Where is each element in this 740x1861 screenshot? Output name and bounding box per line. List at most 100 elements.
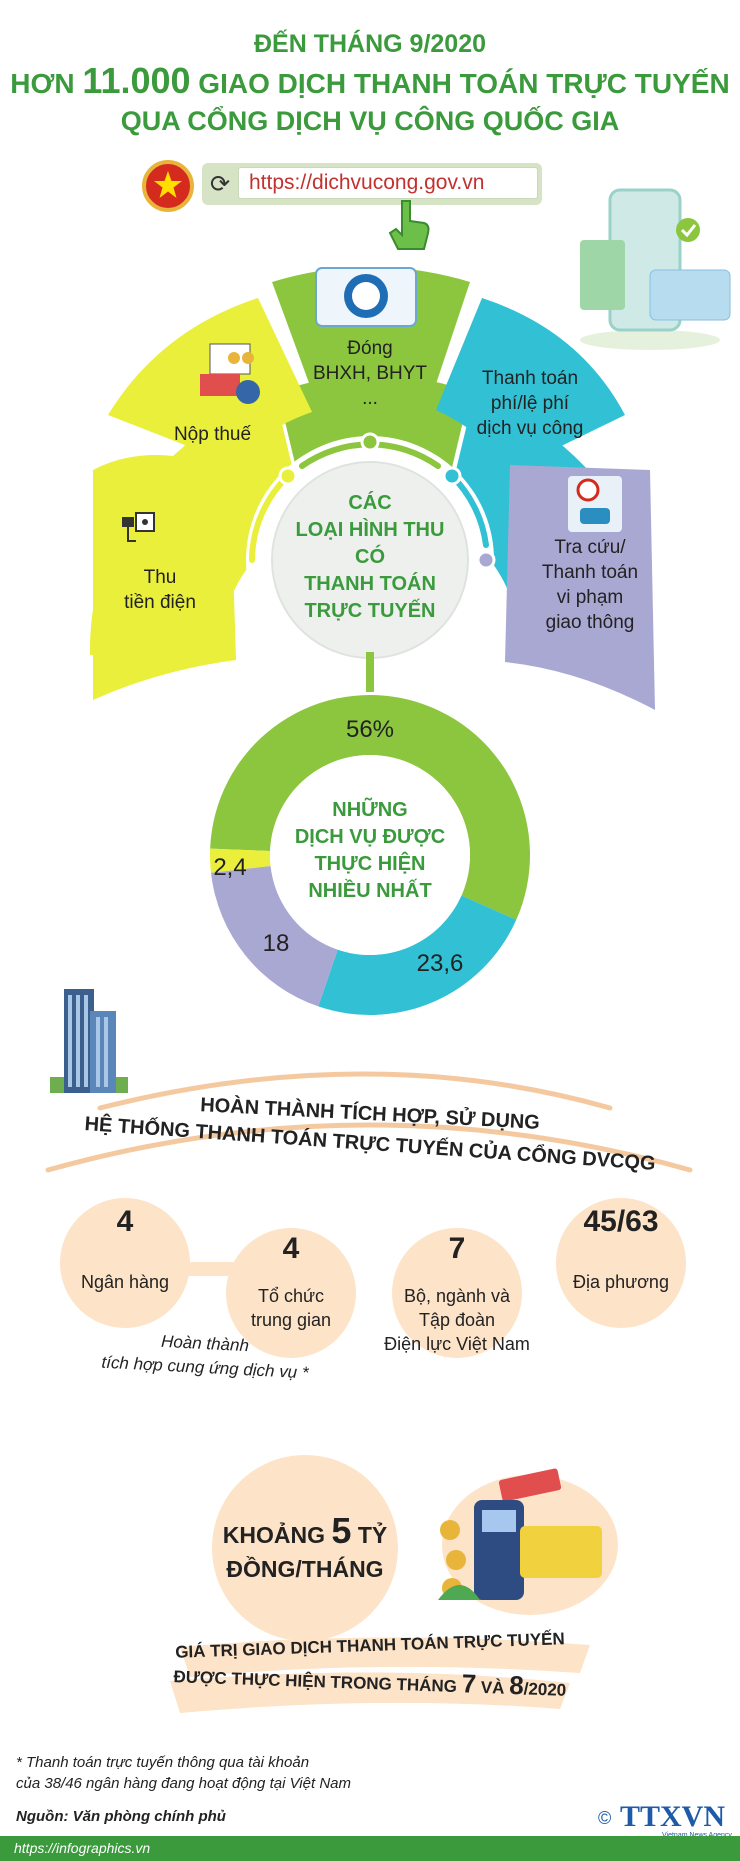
stat-number-ministries: 7 (448, 1232, 466, 1265)
stat-circle-intermediaries (226, 1228, 356, 1358)
label-line: ... (362, 388, 378, 409)
circle-connector (180, 1262, 240, 1276)
center-title-line: LOẠI HÌNH THU (295, 519, 445, 541)
bhxh-logo-icon (315, 267, 417, 327)
refresh-icon: ⟳ (209, 171, 231, 198)
headline-date: ĐẾN THÁNG 9/2020 (253, 30, 487, 58)
label-dien: Thu tiền điện (95, 565, 225, 615)
stat-number-intermediaries: 4 (282, 1232, 300, 1265)
value-amount: KHOẢNG 5 TỶ (212, 1510, 398, 1552)
center-title-line: THANH TOÁN (304, 573, 436, 595)
label-line: vi phạm (556, 587, 624, 608)
headline-prefix: HƠN (10, 68, 83, 99)
stats-note: Hoàn thành tích hợp cung ứng dịch vụ * (80, 1332, 330, 1383)
label-line: dịch vụ công (476, 418, 584, 439)
stat-label-line: Tổ chức (257, 1286, 325, 1306)
power-plug-icon (122, 512, 155, 542)
label-line: Đóng (347, 338, 393, 359)
value-unit: TỶ (351, 1522, 388, 1548)
national-emblem-icon (142, 160, 194, 212)
slice-label-lavender: 18 (262, 930, 290, 957)
caption-and: VÀ (475, 1677, 510, 1698)
label-line: BHXH, BHYT (312, 363, 428, 384)
phone-card-illustration (580, 188, 731, 350)
pointer-hand-icon (388, 200, 430, 250)
donut-title-line: NHIỀU NHẤT (308, 880, 432, 902)
footnote: * Thanh toán trực tuyến thông qua tài kh… (16, 1752, 516, 1794)
footer-bar: https://infographics.vn (0, 1836, 740, 1861)
label-line: Thu (143, 567, 177, 588)
value-circle (212, 1455, 398, 1641)
stat-label-line: Tập đoàn (418, 1310, 496, 1330)
value-number: 5 (331, 1510, 352, 1551)
donut-title-line: NHỮNG (332, 799, 408, 821)
headline-number: 11.000 (82, 60, 191, 101)
center-title-line: CÁC (348, 492, 392, 514)
label-line: tiền điện (124, 592, 196, 613)
slice-label-yellow: 2,4 (213, 854, 247, 881)
payment-terminal-illustration (438, 1468, 618, 1615)
slice-label-teal: 23,6 (416, 950, 464, 977)
donut-title: NHỮNG DỊCH VỤ ĐƯỢC THỰC HIỆN NHIỀU NHẤT (282, 797, 458, 905)
traffic-violation-icon (568, 476, 622, 532)
stat-circle-ministries (392, 1228, 522, 1358)
donut-slice-2 (210, 866, 338, 1007)
connector-stem (366, 652, 374, 692)
label-line: giao thông (545, 612, 635, 633)
center-title-line: CÓ (355, 546, 385, 568)
label-giaothong: Tra cứu/ Thanh toán vi phạm giao thông (520, 535, 660, 635)
donut-chart (210, 695, 530, 1015)
label-thue: Nộp thuế (155, 422, 270, 447)
caption-month-8: 8 (508, 1669, 525, 1701)
caption-highlight (170, 1637, 590, 1713)
donut-slice-3 (210, 848, 271, 873)
headline-main: HƠN 11.000 GIAO DỊCH THANH TOÁN TRỰC TUY… (0, 60, 740, 102)
headline-portal: QUA CỔNG DỊCH VỤ CÔNG QUỐC GIA (120, 106, 620, 136)
donut-hole (270, 755, 470, 955)
stat-number-banks: 4 (116, 1205, 134, 1238)
slice-label-green: 56% (345, 716, 395, 743)
copyright-mark: © (598, 1808, 612, 1828)
center-title-line: TRỰC TUYẾN (304, 600, 436, 622)
stat-label-intermediaries: Tổ chức trung gian (216, 1284, 366, 1332)
agency-subtitle: Vietnam News Agency (662, 1832, 732, 1839)
label-line: Nộp thuế (173, 424, 252, 445)
stat-label-localities: Địa phương (573, 1272, 669, 1292)
donut-title-line: THỰC HIỆN (314, 853, 426, 875)
label-line: phí/lệ phí (490, 393, 570, 414)
site-url[interactable]: https://infographics.vn (14, 1840, 151, 1856)
source-note: Nguồn: Văn phòng chính phủ (16, 1808, 226, 1825)
tax-document-icon (200, 343, 260, 404)
stat-number-localities: 45/63 (583, 1205, 659, 1238)
caption-year: /2020 (523, 1679, 567, 1700)
stat-label-line: Điện lực Việt Nam (384, 1334, 530, 1354)
label-line: Thanh toán (481, 368, 579, 389)
label-line: Thanh toán (541, 562, 639, 583)
label-line: Tra cứu/ (554, 537, 626, 558)
url-field: https://dichvucong.gov.vn (238, 167, 538, 199)
center-title: CÁC LOẠI HÌNH THU CÓ THANH TOÁN TRỰC TUY… (270, 490, 470, 625)
donut-slice-1 (318, 895, 517, 1015)
donut-title-line: DỊCH VỤ ĐƯỢC (294, 826, 446, 848)
label-phi: Thanh toán phí/lệ phí dịch vụ công (460, 366, 600, 441)
caption-month-7: 7 (461, 1668, 477, 1699)
stat-circle-localities (556, 1198, 686, 1328)
agency-logo: TTXVN (620, 1800, 726, 1833)
value-per-month: ĐỒNG/THÁNG (226, 1556, 384, 1582)
donut-slice-0 (210, 695, 530, 920)
band-arcs (45, 1071, 693, 1173)
footnote-line: * Thanh toán trực tuyến thông qua tài kh… (16, 1754, 310, 1771)
stat-label-line: Bộ, ngành và (403, 1286, 511, 1306)
stat-label-banks: Ngân hàng (80, 1272, 170, 1292)
center-disc (246, 432, 496, 684)
stat-label-ministries: Bộ, ngành và Tập đoàn Điện lực Việt Nam (372, 1284, 542, 1356)
building-icon (50, 989, 128, 1093)
footnote-line: của 38/46 ngân hàng đang hoạt động tại V… (16, 1775, 351, 1792)
stat-label-line: trung gian (250, 1310, 332, 1330)
label-bhxh: Đóng BHXH, BHYT ... (300, 336, 440, 411)
headline-suffix: GIAO DỊCH THANH TOÁN TRỰC TUYẾN (190, 68, 730, 99)
value-prefix: KHOẢNG (222, 1522, 332, 1548)
seg-phi (436, 298, 625, 470)
seg-dien (93, 455, 236, 700)
stat-circle-banks (60, 1198, 190, 1328)
